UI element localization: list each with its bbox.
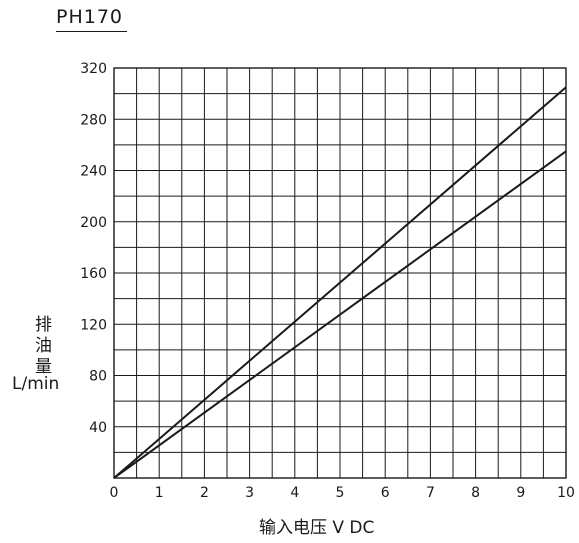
x-tick-label: 3 bbox=[245, 485, 254, 501]
series-line-1 bbox=[113, 86, 567, 479]
plot-frame bbox=[113, 67, 567, 479]
x-axis-label: 输入电压 V DC bbox=[259, 518, 375, 538]
y-tick-label: 80 bbox=[89, 369, 107, 385]
y-tick-label: 160 bbox=[80, 266, 107, 282]
x-tick-label: 1 bbox=[155, 485, 164, 501]
series-layer bbox=[113, 86, 567, 479]
x-tick-labels: 0 1 2 3 4 5 6 7 8 9 10 bbox=[110, 485, 575, 501]
x-tick-label: 10 bbox=[557, 485, 575, 501]
series-line-2 bbox=[113, 150, 567, 479]
chart-title: PH170 bbox=[56, 6, 128, 32]
y-axis-label-char-1: 排 bbox=[35, 315, 52, 335]
x-tick-label: 2 bbox=[200, 485, 209, 501]
y-tick-label: 240 bbox=[80, 164, 107, 180]
y-tick-labels: 40 80 120 160 200 240 280 320 bbox=[80, 61, 107, 436]
y-tick-label: 120 bbox=[80, 317, 107, 333]
y-axis-unit-label: L/min bbox=[12, 374, 60, 394]
x-tick-label: 8 bbox=[471, 485, 480, 501]
grid-lines bbox=[114, 68, 566, 478]
x-tick-label: 4 bbox=[290, 485, 299, 501]
y-tick-label: 320 bbox=[80, 61, 107, 77]
x-tick-label: 7 bbox=[426, 485, 435, 501]
y-tick-label: 40 bbox=[89, 420, 107, 436]
x-tick-label: 5 bbox=[336, 485, 345, 501]
plot-border bbox=[113, 67, 567, 479]
y-axis-label-char-2: 油 bbox=[35, 336, 52, 356]
y-axis-label-char-3: 量 bbox=[35, 357, 52, 377]
x-tick-label: 9 bbox=[516, 485, 525, 501]
y-tick-label: 200 bbox=[80, 215, 107, 231]
x-tick-label: 6 bbox=[381, 485, 390, 501]
y-tick-label: 280 bbox=[80, 112, 107, 128]
x-tick-label: 0 bbox=[110, 485, 119, 501]
